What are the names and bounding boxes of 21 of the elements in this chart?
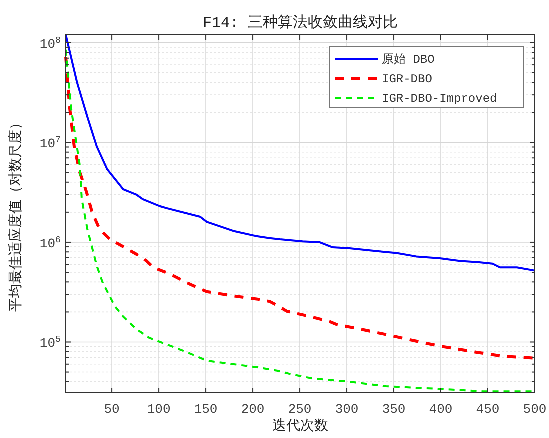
- x-axis-title: 迭代次数: [272, 418, 328, 435]
- x-tick-label: 300: [335, 402, 359, 417]
- x-tick-label: 200: [241, 402, 265, 417]
- line-series: [65, 34, 536, 272]
- x-tick-label: 150: [194, 402, 218, 417]
- legend-label: IGR-DBO: [382, 72, 432, 86]
- legend-label: IGR-DBO-Improved: [382, 92, 498, 106]
- x-tick-label: 400: [429, 402, 453, 417]
- chart-title: F14: 三种算法收敛曲线对比: [202, 14, 398, 32]
- x-tick-label: 50: [104, 402, 120, 417]
- x-tick-label: 250: [288, 402, 312, 417]
- y-tick-label: 10$^{7}$: [40, 134, 61, 152]
- y-tick-label: 10$^{8}$: [40, 34, 61, 52]
- x-tick-label: 450: [476, 402, 500, 417]
- y-tick-label: 10$^{5}$: [40, 334, 61, 352]
- x-tick-label: 100: [147, 402, 171, 417]
- x-tick-label: 500: [523, 402, 547, 417]
- y-axis-title: 平均最佳适应度值（对数尺度）: [8, 116, 25, 312]
- y-tick-label: 10$^{6}$: [40, 234, 61, 252]
- x-tick-label: 350: [382, 402, 406, 417]
- legend-label: 原始 DBO: [382, 53, 435, 67]
